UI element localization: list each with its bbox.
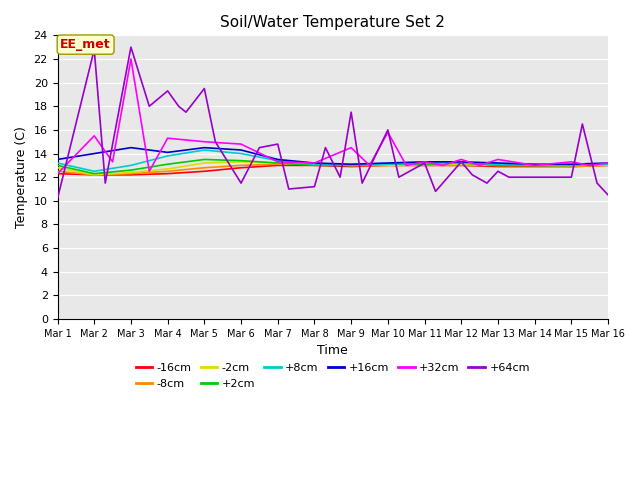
- Title: Soil/Water Temperature Set 2: Soil/Water Temperature Set 2: [220, 15, 445, 30]
- Y-axis label: Temperature (C): Temperature (C): [15, 126, 28, 228]
- Legend: -16cm, -8cm, -2cm, +2cm, +8cm, +16cm, +32cm, +64cm: -16cm, -8cm, -2cm, +2cm, +8cm, +16cm, +3…: [131, 359, 534, 393]
- Text: EE_met: EE_met: [60, 38, 111, 51]
- X-axis label: Time: Time: [317, 344, 348, 357]
